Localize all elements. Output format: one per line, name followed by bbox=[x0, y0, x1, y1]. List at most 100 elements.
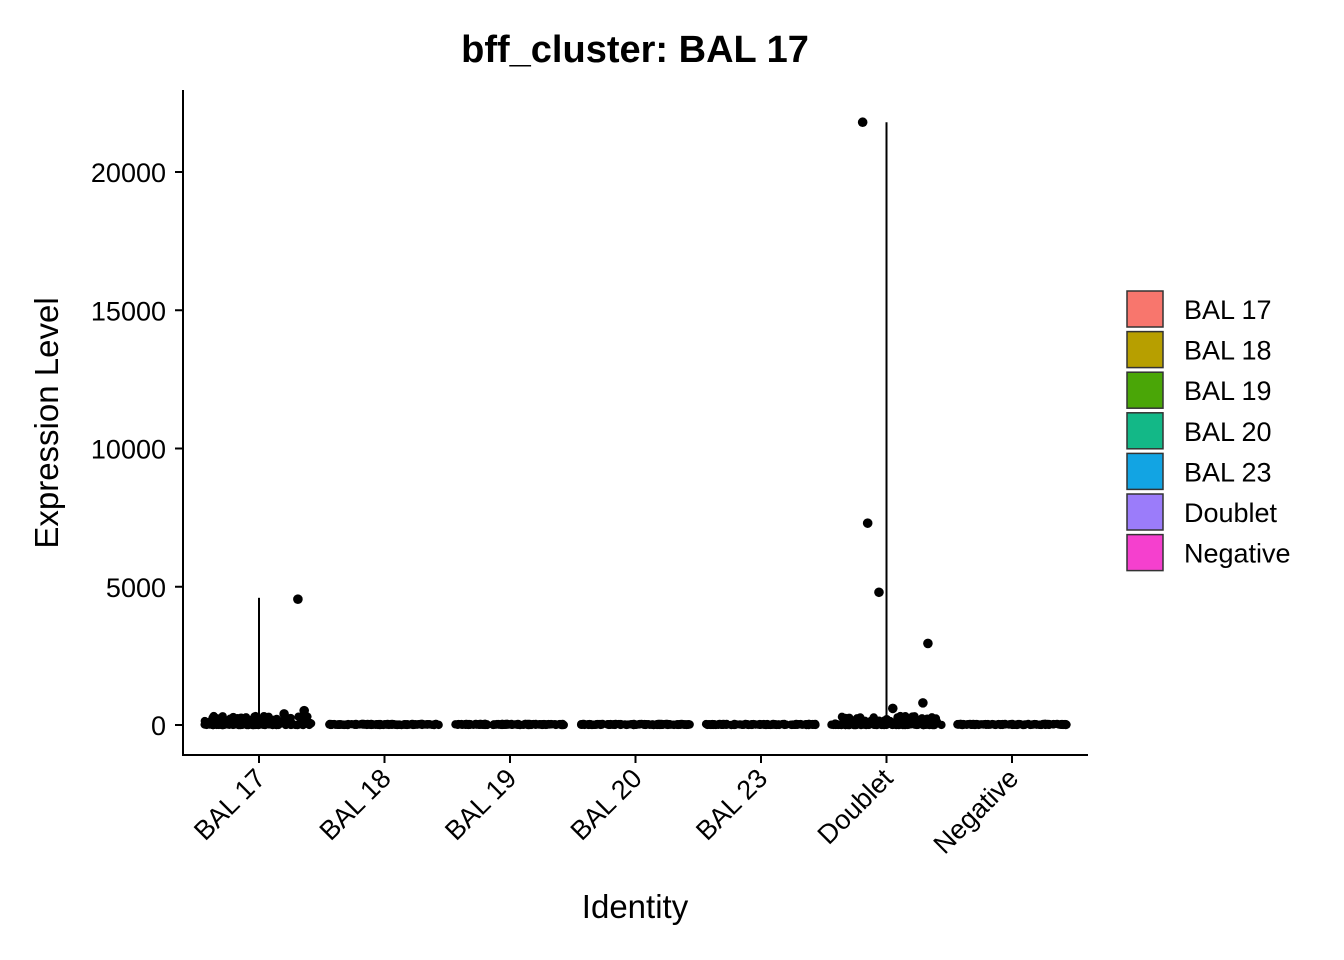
violin-group bbox=[827, 122, 946, 730]
data-point bbox=[333, 720, 343, 729]
legend-swatch bbox=[1126, 290, 1164, 328]
data-point bbox=[616, 720, 626, 729]
violin-group bbox=[576, 719, 694, 730]
y-axis-ticks: 0 5000 10000 15000 20000 bbox=[91, 158, 183, 741]
data-point bbox=[623, 720, 633, 729]
data-point bbox=[901, 712, 910, 721]
y-tick-label: 15000 bbox=[91, 296, 166, 326]
violin-group bbox=[701, 719, 820, 730]
data-point bbox=[771, 720, 780, 729]
data-point bbox=[258, 720, 268, 730]
data-point bbox=[744, 720, 753, 730]
outlier-point bbox=[874, 587, 884, 598]
data-point bbox=[305, 718, 315, 728]
data-point bbox=[1024, 719, 1033, 729]
violin-group bbox=[953, 719, 1071, 730]
legend-swatch bbox=[1126, 493, 1164, 531]
data-point bbox=[400, 720, 410, 730]
data-point bbox=[369, 720, 379, 729]
data-point bbox=[489, 720, 498, 730]
data-point bbox=[265, 720, 275, 729]
data-point bbox=[241, 713, 251, 722]
x-tick-label: BAL 19 bbox=[439, 763, 522, 846]
legend-swatch bbox=[1126, 452, 1164, 491]
data-point bbox=[513, 719, 523, 729]
data-point bbox=[793, 720, 802, 730]
data-point bbox=[672, 720, 681, 729]
data-point bbox=[804, 719, 814, 729]
data-point bbox=[387, 720, 396, 729]
data-point bbox=[932, 717, 942, 727]
data-point bbox=[1007, 720, 1017, 730]
violin-group bbox=[451, 719, 568, 730]
data-point bbox=[921, 717, 930, 727]
data-point bbox=[355, 720, 364, 729]
data-point bbox=[834, 720, 843, 730]
data-point bbox=[678, 720, 687, 729]
data-point bbox=[990, 720, 999, 729]
y-tick-label: 5000 bbox=[106, 573, 166, 603]
outlier-point bbox=[923, 638, 933, 649]
legend-item: BAL 23 bbox=[1126, 452, 1272, 491]
legend-label: BAL 19 bbox=[1184, 376, 1272, 406]
legend-item: BAL 18 bbox=[1126, 330, 1272, 369]
data-point bbox=[535, 720, 544, 729]
data-point bbox=[780, 719, 789, 729]
y-tick-label: 20000 bbox=[91, 158, 166, 188]
data-point bbox=[706, 720, 716, 730]
outlier-point bbox=[279, 709, 289, 719]
data-point bbox=[894, 718, 903, 728]
data-point bbox=[953, 719, 963, 729]
data-point bbox=[286, 717, 296, 726]
data-point bbox=[906, 720, 915, 729]
legend-swatch bbox=[1126, 371, 1164, 409]
x-axis-ticks: BAL 17 BAL 18 BAL 19 BAL 20 BAL 23 Doublet Neg… bbox=[188, 755, 1024, 860]
data-point bbox=[559, 720, 568, 730]
violin-group bbox=[325, 719, 443, 730]
data-point bbox=[1048, 720, 1058, 729]
violin-group bbox=[200, 597, 316, 730]
data-point bbox=[580, 720, 589, 730]
data-point bbox=[251, 711, 260, 721]
outlier-point bbox=[857, 117, 868, 128]
data-point bbox=[476, 719, 486, 729]
x-tick-label: BAL 18 bbox=[314, 763, 397, 846]
data-point bbox=[214, 717, 223, 726]
data-point bbox=[843, 720, 853, 730]
data-point bbox=[684, 720, 693, 729]
legend: BAL 17 BAL 18 BAL 19 BAL 20 BAL 23 Doublet Neg… bbox=[1126, 290, 1291, 572]
y-axis-title: Expression Level bbox=[28, 297, 65, 548]
data-point bbox=[1041, 719, 1050, 729]
data-point bbox=[434, 720, 443, 730]
data-point bbox=[394, 720, 404, 730]
data-point bbox=[837, 712, 847, 722]
legend-label: BAL 18 bbox=[1184, 336, 1272, 366]
data-point bbox=[882, 720, 891, 730]
data-point bbox=[756, 720, 765, 729]
x-tick-label: BAL 23 bbox=[690, 763, 773, 846]
outlier-point bbox=[918, 698, 928, 708]
legend-swatch bbox=[1126, 533, 1164, 572]
data-point bbox=[653, 719, 662, 729]
legend-label: Negative bbox=[1184, 539, 1291, 569]
outlier-point bbox=[862, 518, 873, 528]
data-point bbox=[230, 718, 239, 728]
outlier-point bbox=[299, 705, 309, 716]
chart-title: bff_cluster: BAL 17 bbox=[461, 29, 809, 71]
data-point bbox=[376, 720, 386, 729]
legend-item: BAL 17 bbox=[1126, 290, 1272, 328]
data-point bbox=[717, 720, 727, 729]
y-tick-label: 10000 bbox=[91, 435, 166, 465]
legend-item: Doublet bbox=[1126, 493, 1278, 531]
data-point bbox=[280, 719, 289, 729]
legend-label: BAL 23 bbox=[1184, 457, 1272, 487]
x-tick-label: Negative bbox=[928, 763, 1025, 860]
legend-swatch bbox=[1126, 412, 1164, 450]
data-point bbox=[729, 720, 739, 730]
data-point bbox=[1031, 720, 1040, 729]
legend-label: BAL 20 bbox=[1184, 417, 1272, 447]
legend-item: BAL 19 bbox=[1126, 371, 1272, 409]
data-point bbox=[1014, 719, 1023, 729]
data-point bbox=[425, 720, 434, 729]
